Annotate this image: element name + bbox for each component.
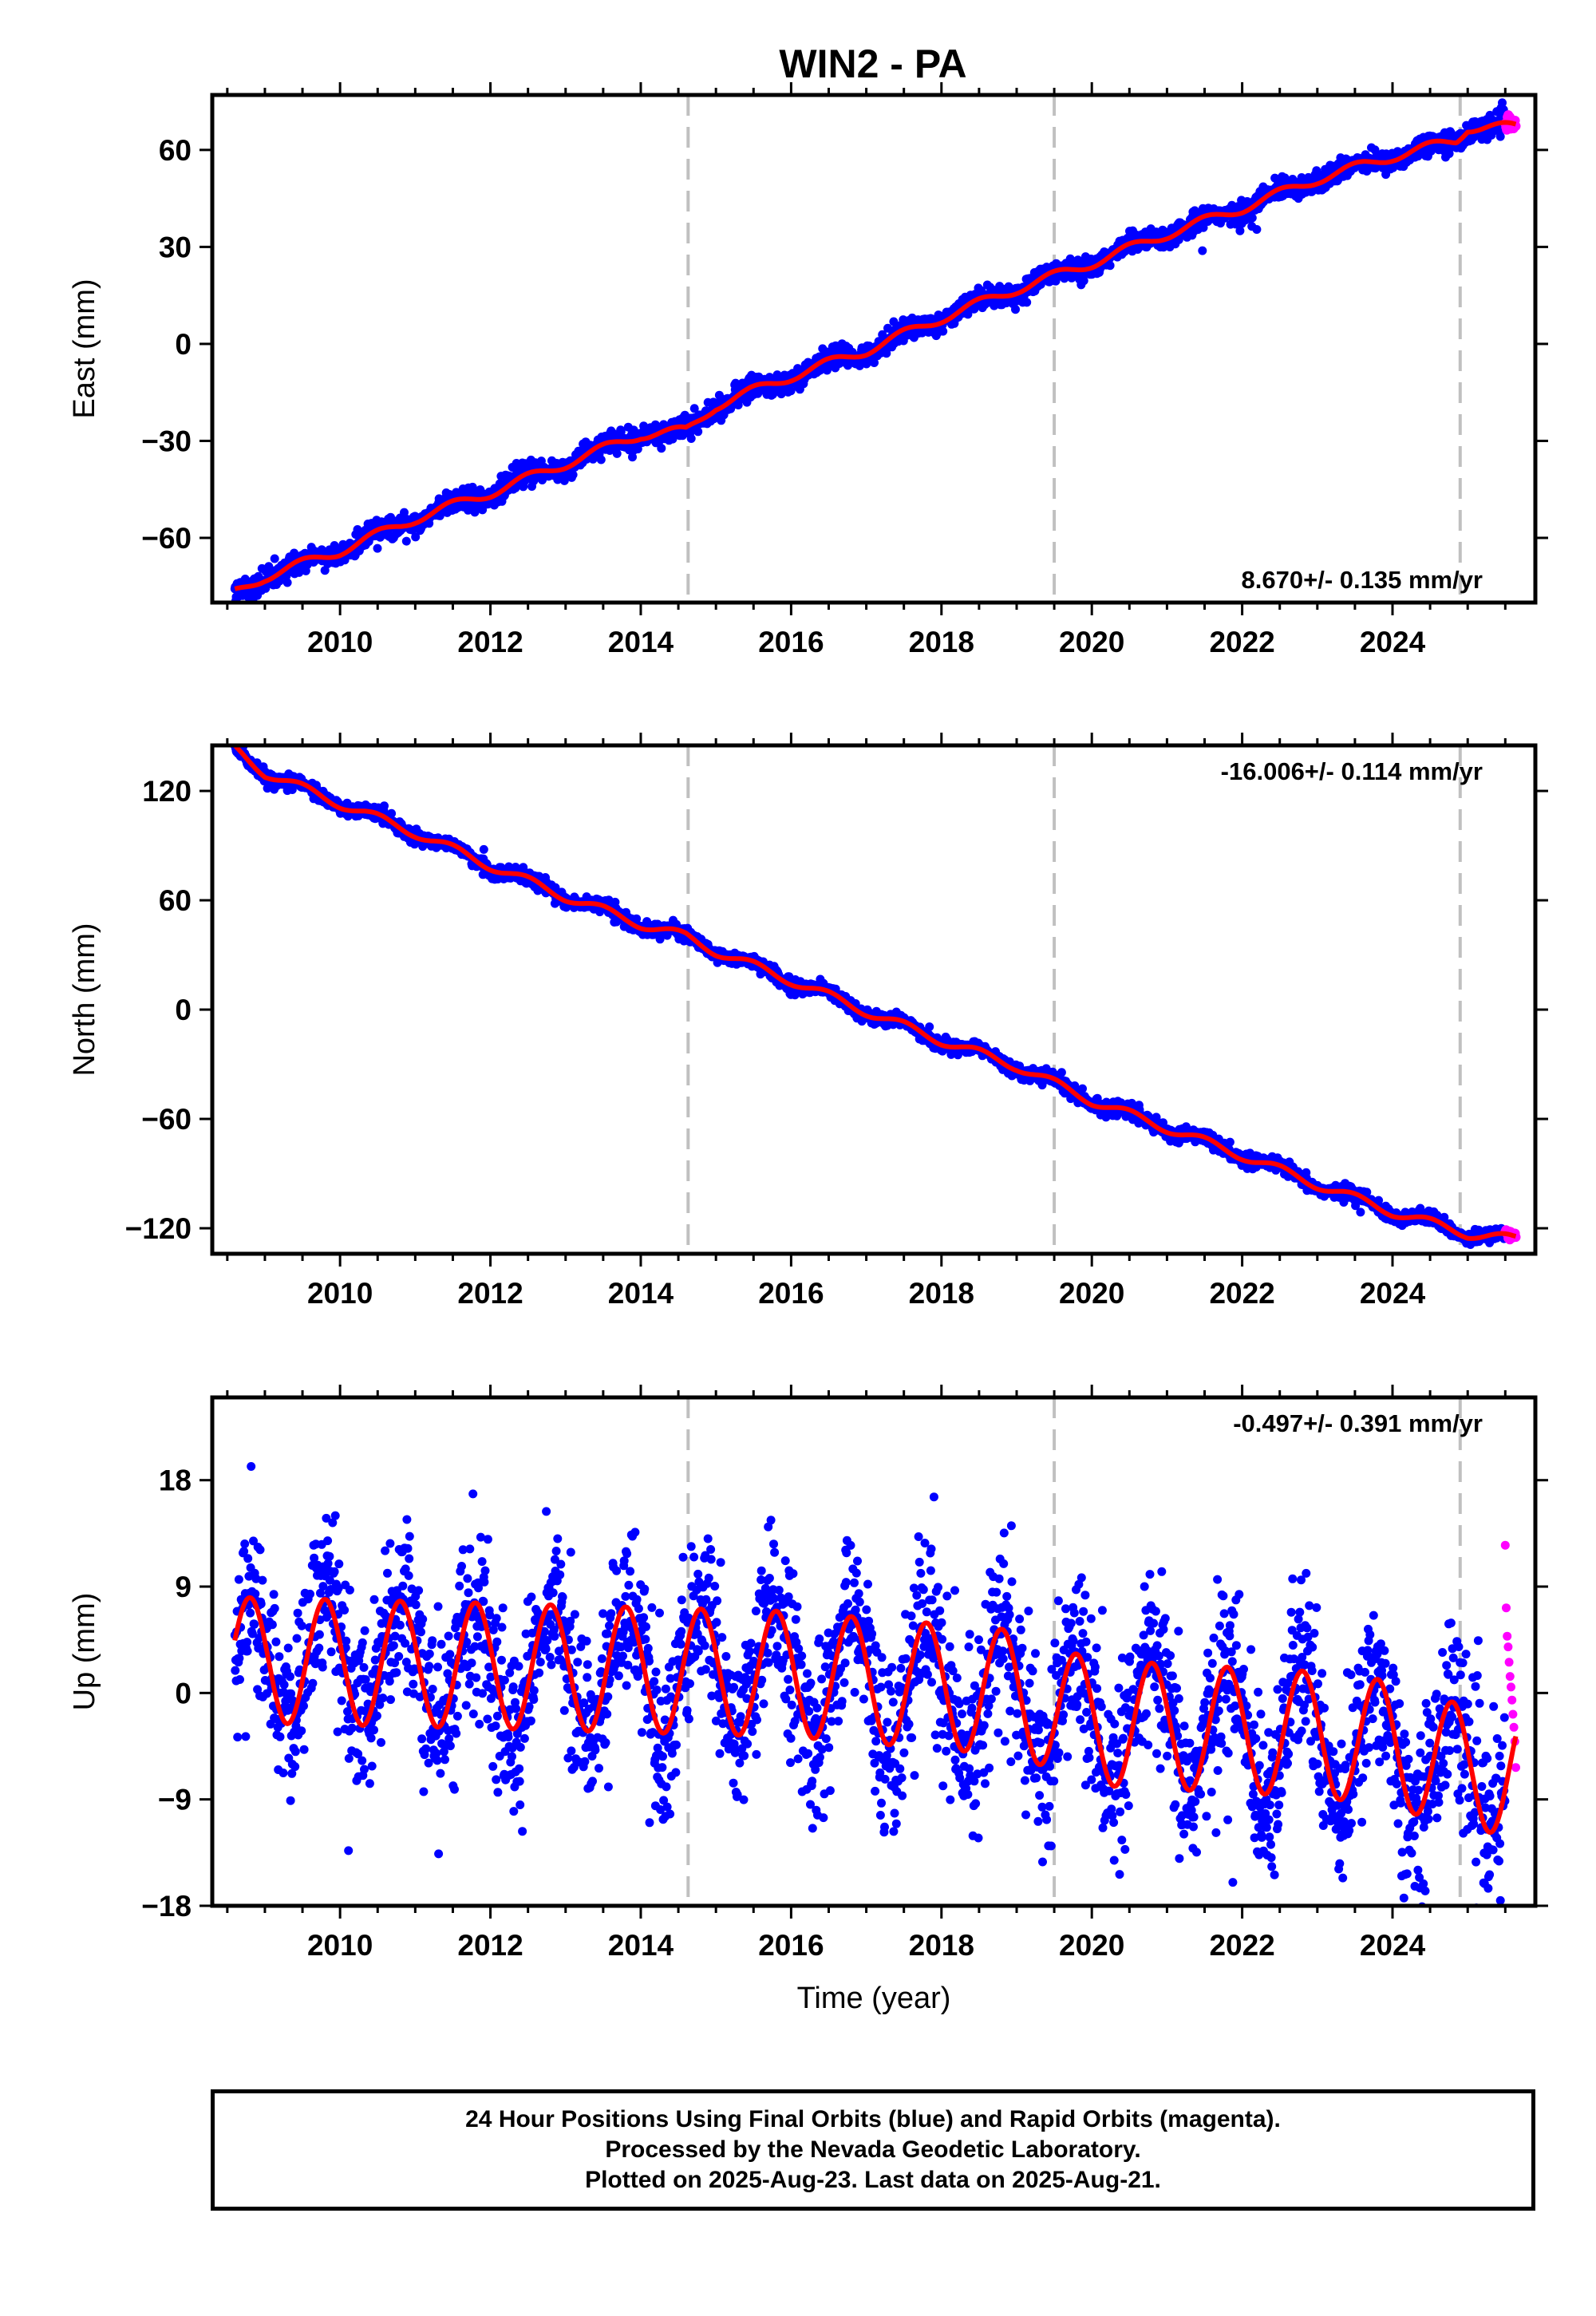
y-tick-label: −60: [141, 522, 192, 555]
final-orbit-point: [264, 562, 274, 571]
y-tick-label: 60: [159, 134, 192, 167]
final-orbit-point: [380, 801, 389, 811]
final-orbit-point: [870, 358, 879, 367]
final-orbit-point: [925, 1022, 934, 1032]
final-orbit-point: [401, 536, 411, 546]
x-tick-label: 2016: [758, 626, 824, 658]
final-orbit-point: [373, 543, 382, 553]
final-orbit-point: [1495, 132, 1505, 141]
final-orbit-point: [1235, 226, 1245, 235]
final-orbit-point: [632, 914, 642, 923]
final-orbit-point: [1079, 276, 1088, 286]
final-orbit-point: [657, 444, 666, 453]
final-orbit-point: [596, 455, 606, 464]
final-orbit-point: [938, 326, 948, 336]
final-orbit-point: [689, 404, 699, 413]
north-panel: 2010 2012 2014 2016 2018 2020 2022 2024−120−600…: [68, 733, 1548, 1310]
final-orbit-point: [400, 508, 409, 517]
final-orbit-point: [479, 844, 488, 854]
x-tick-label: 2012: [457, 626, 523, 658]
final-orbit-point: [693, 427, 703, 437]
y-tick-label: 30: [159, 231, 192, 263]
final-orbit-point: [1105, 261, 1115, 271]
final-orbit-point: [1198, 246, 1207, 255]
final-orbit-point: [1247, 213, 1257, 223]
final-orbit-point: [387, 808, 397, 818]
final-orbit-point: [786, 386, 796, 396]
x-tick-label: 2022: [1209, 626, 1274, 658]
final-orbit-point: [1252, 225, 1262, 234]
final-orbit-point: [1078, 1084, 1087, 1093]
final-orbit-point: [568, 470, 578, 480]
final-orbit-point: [1312, 166, 1321, 176]
east-axis-label: East (mm): [68, 279, 101, 418]
final-orbit-point: [1011, 305, 1020, 314]
final-orbit-point: [612, 449, 622, 458]
final-orbit-point: [686, 434, 696, 443]
y-tick-label: 0: [175, 328, 192, 361]
x-tick-label: 2024: [1360, 626, 1426, 658]
final-orbit-point: [1022, 298, 1032, 307]
final-orbit-point: [282, 578, 292, 587]
x-tick-label: 2018: [909, 626, 974, 658]
y-tick-label: −30: [141, 425, 192, 457]
final-orbit-point: [270, 554, 279, 563]
east-panel: 2010 2012 2014 2016 2018 2020 2022 2024 −60 −30 0 3…: [68, 82, 1548, 658]
x-tick-label: 2014: [608, 626, 674, 658]
x-tick-label: 2010: [307, 626, 373, 658]
final-orbit-point: [878, 330, 887, 339]
north-final-points: [230, 745, 1510, 1249]
chart-title: WIN2 - PA: [779, 41, 966, 86]
final-orbit-point: [628, 453, 637, 462]
final-orbit-point: [963, 310, 973, 319]
final-orbit-point: [411, 532, 421, 542]
x-tick-label: 2020: [1059, 626, 1124, 658]
final-orbit-point: [1057, 1068, 1066, 1077]
east-rate-label: 8.670+/- 0.135 mm/yr: [1242, 566, 1483, 594]
